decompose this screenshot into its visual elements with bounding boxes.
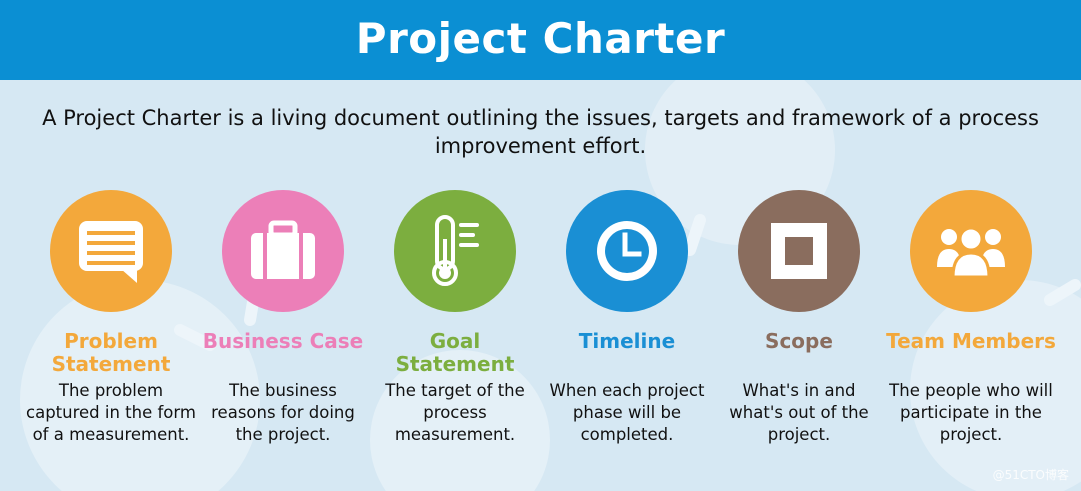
clock-icon [597,221,657,281]
item-description: The problem captured in the form of a me… [26,381,196,444]
item-title: Business Case [202,329,364,353]
charter-items: Problem Statement The problem captured i… [26,190,1056,490]
item-description: What's in and what's out of the project. [729,381,869,444]
timeline-circle [566,190,688,312]
item-problem-statement: Problem Statement The problem captured i… [26,190,196,490]
item-timeline: Timeline When each project phase will be… [542,190,712,490]
item-title: Team Members [886,329,1056,353]
people-group-icon [937,226,1005,279]
item-team-members: Team Members The people who will partici… [886,190,1056,490]
item-title: Goal Statement [395,329,515,376]
item-description: The business reasons for doing the proje… [211,381,355,444]
scope-circle [738,190,860,312]
speech-bubble-icon [79,221,143,283]
item-title: Problem Statement [51,329,171,376]
item-scope: Scope What's in and what's out of the pr… [714,190,884,490]
business-case-circle [222,190,344,312]
briefcase-icon [251,220,315,279]
page-title: Project Charter [355,13,726,63]
problem-statement-circle [50,190,172,312]
item-title: Timeline [578,329,676,353]
square-frame-icon [771,223,827,279]
item-description: The people who will participate in the p… [889,381,1053,444]
team-members-circle [910,190,1032,312]
thermometer-icon [432,215,479,286]
item-description: The target of the process measurement. [385,381,525,444]
goal-statement-circle [394,190,516,312]
item-business-case: Business Case The business reasons for d… [198,190,368,490]
watermark: @51CTO博客 [992,468,1069,482]
item-goal-statement: Goal Statement The target of the process… [370,190,540,490]
item-title: Scope [765,329,833,353]
item-description: When each project phase will be complete… [549,381,705,444]
header-bar: Project Charter [0,0,1081,80]
intro-text: A Project Charter is a living document o… [42,106,1039,158]
